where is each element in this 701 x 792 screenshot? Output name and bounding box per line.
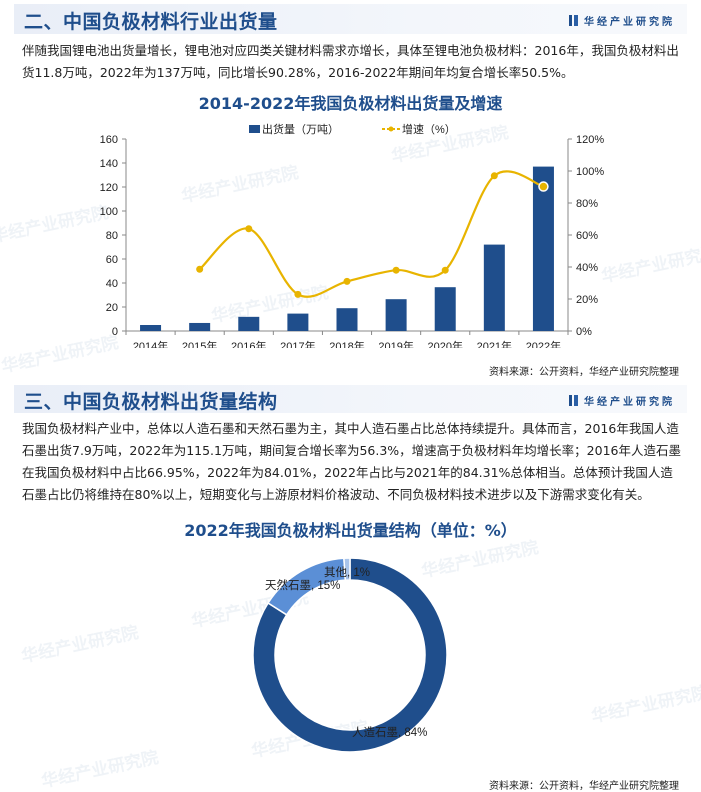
section-header-shipment: 二、中国负极材料行业出货量 华经产业研究院 [14, 4, 687, 34]
bar-2020年 [434, 287, 456, 331]
svg-text:100: 100 [100, 206, 118, 218]
source-note: 资料来源：公开资料，华经产业研究院整理 [489, 781, 679, 792]
bar-2016年 [238, 316, 260, 331]
svg-text:2021年: 2021年 [477, 339, 512, 348]
svg-text:20: 20 [106, 302, 118, 314]
combo-chart: 出货量（万吨） 增速（%） 0 20 40 60 80 100 120 140 160 0% 20%… [100, 122, 605, 348]
brand-name: 华经产业研究院 [584, 17, 675, 28]
svg-text:120%: 120% [576, 134, 604, 146]
section-header-structure: 三、中国负极材料出货量结构 华经产业研究院 [14, 385, 687, 413]
svg-text:2017年: 2017年 [280, 339, 315, 348]
section-paragraph: 我国负极材料产业中，总体以人造石墨和天然石墨为主，其中人造石墨占比总体持续提升。… [22, 421, 681, 502]
svg-text:60%: 60% [576, 230, 598, 242]
brand-icon [569, 395, 578, 406]
growth-line [198, 170, 544, 298]
brand-logo: 华经产业研究院 [569, 13, 675, 28]
bar-2019年 [385, 299, 407, 331]
bar-2017年 [287, 313, 309, 331]
donut-slice-0 [252, 557, 448, 753]
bar-2018年 [336, 308, 358, 331]
svg-text:2015年: 2015年 [182, 339, 217, 348]
svg-text:0%: 0% [576, 326, 592, 338]
donut-chart: 人造石墨, 84% 天然石墨, 15%其他, 1% [252, 557, 448, 753]
brand-name: 华经产业研究院 [584, 397, 675, 408]
donut-label: 天然石墨, 15% [265, 578, 340, 592]
svg-text:80: 80 [106, 230, 118, 242]
svg-text:2020年: 2020年 [427, 339, 462, 348]
chart-title: 2022年我国负极材料出货量结构（单位：%） [184, 521, 517, 540]
svg-text:60: 60 [106, 254, 118, 266]
bar-2015年 [189, 322, 211, 331]
brand-icon [569, 15, 578, 26]
chart-title: 2014-2022年我国负极材料出货量及增速 [198, 94, 503, 113]
svg-text:40%: 40% [576, 262, 598, 274]
donut-slice-2 [343, 557, 351, 581]
legend-bar-swatch [249, 125, 260, 133]
svg-text:120: 120 [100, 182, 118, 194]
chart-legend: 出货量（万吨） 增速（%） [249, 122, 456, 136]
legend-shipment-label: 出货量（万吨） [262, 122, 339, 136]
svg-text:140: 140 [100, 158, 118, 170]
svg-text:80%: 80% [576, 198, 598, 210]
svg-text:20%: 20% [576, 294, 598, 306]
svg-text:160: 160 [100, 134, 118, 146]
section-paragraph: 伴随我国锂电池出货量增长，锂电池对应四类关键材料需求亦增长，具体至锂电池负极材料… [22, 43, 679, 80]
donut-label: 其他, 1% [324, 566, 370, 579]
bar-2014年 [140, 325, 162, 331]
legend-growth-label: 增速（%） [402, 122, 456, 136]
source-note: 资料来源：公开资料，华经产业研究院整理 [489, 367, 679, 378]
section-title: 三、中国负极材料出货量结构 [24, 391, 278, 413]
donut-label: 人造石墨, 84% [352, 725, 427, 739]
svg-text:100%: 100% [576, 166, 604, 178]
svg-text:40: 40 [106, 278, 118, 290]
section-title: 二、中国负极材料行业出货量 [24, 11, 278, 33]
bar-2021年 [483, 244, 505, 331]
svg-text:2019年: 2019年 [378, 339, 413, 348]
svg-text:0: 0 [112, 326, 118, 338]
svg-text:2022年: 2022年 [526, 339, 561, 348]
svg-text:2018年: 2018年 [329, 339, 364, 348]
brand-logo: 华经产业研究院 [569, 393, 675, 408]
svg-text:2014年: 2014年 [133, 339, 168, 348]
svg-text:2016年: 2016年 [231, 339, 266, 348]
bar-2022年 [532, 166, 554, 331]
